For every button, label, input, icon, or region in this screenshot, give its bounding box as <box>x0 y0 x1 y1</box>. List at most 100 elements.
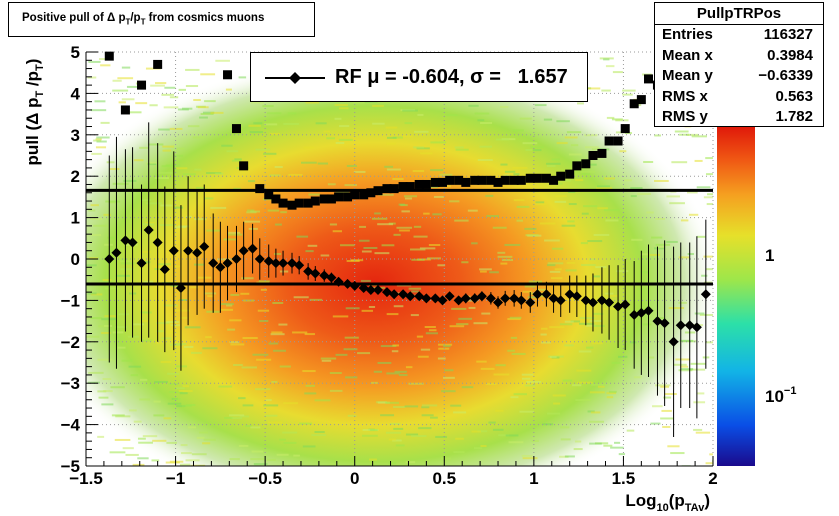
heatmap-speck <box>637 288 644 291</box>
heatmap-speck <box>512 166 528 169</box>
heatmap-speck <box>203 438 216 441</box>
heatmap-speck <box>423 212 430 215</box>
heatmap-speck <box>238 397 246 400</box>
heatmap-speck <box>250 458 265 461</box>
sigma-point <box>382 184 392 194</box>
heatmap-speck <box>202 347 218 350</box>
heatmap-speck <box>270 333 285 336</box>
heatmap-speck <box>480 445 487 448</box>
heatmap-speck <box>109 451 126 454</box>
heatmap-speck <box>564 320 574 323</box>
heatmap-speck <box>280 211 287 214</box>
mean-point <box>476 291 487 302</box>
heatmap-speck <box>259 319 269 322</box>
heatmap-speck <box>655 384 671 387</box>
heatmap-speck <box>597 207 608 210</box>
heatmap-speck <box>619 150 627 153</box>
heatmap-speck <box>622 89 636 92</box>
heatmap-speck <box>372 104 384 107</box>
heatmap-speck <box>522 457 538 460</box>
heatmap-speck <box>501 259 514 262</box>
chart-title: Positive pull of Δ pT/pT from cosmics mu… <box>22 12 265 27</box>
heatmap-speck <box>240 292 250 295</box>
heatmap-speck <box>303 146 314 149</box>
heatmap-speck <box>188 426 197 429</box>
heatmap-speck <box>250 426 261 429</box>
heatmap-speck <box>473 322 488 325</box>
heatmap-speck <box>221 144 233 147</box>
heatmap-speck <box>199 431 209 434</box>
heatmap-speck <box>369 458 377 461</box>
heatmap-speck <box>157 171 173 174</box>
heatmap-speck <box>238 444 249 447</box>
sigma-point <box>310 196 320 206</box>
heatmap-speck <box>120 262 135 265</box>
heatmap-speck <box>522 290 533 293</box>
heatmap-speck <box>152 439 167 442</box>
heatmap-speck <box>507 349 515 352</box>
sigma-point <box>303 198 313 208</box>
heatmap-speck <box>176 147 185 150</box>
mean-point <box>349 280 360 291</box>
heatmap-speck <box>179 298 188 301</box>
heatmap-speck <box>504 170 516 173</box>
heatmap-speck <box>468 306 476 309</box>
heatmap-speck <box>184 345 194 348</box>
heatmap-speck <box>229 319 242 322</box>
heatmap-speck <box>430 416 438 419</box>
heatmap-speck <box>142 320 149 323</box>
mean-point <box>365 285 376 296</box>
heatmap-speck <box>315 122 327 125</box>
heatmap-speck <box>690 368 706 371</box>
heatmap-speck <box>392 406 406 409</box>
heatmap-speck <box>411 290 419 293</box>
mean-point <box>564 289 575 300</box>
heatmap-speck <box>378 193 394 196</box>
mean-point <box>287 258 298 269</box>
heatmap-speck <box>679 365 689 368</box>
heatmap-speck <box>586 346 594 349</box>
heatmap-speck <box>706 173 713 176</box>
heatmap-speck <box>705 157 713 160</box>
heatmap-speck <box>167 331 179 334</box>
heatmap-speck <box>394 370 407 373</box>
heatmap-speck <box>543 118 553 121</box>
heatmap-speck <box>87 76 97 79</box>
heatmap-speck <box>703 196 713 199</box>
heatmap-speck <box>542 423 554 426</box>
heatmap-speck <box>156 322 170 325</box>
sigma-point <box>239 161 249 171</box>
heatmap-speck <box>269 132 280 135</box>
mean-point <box>469 293 480 304</box>
heatmap-speck <box>166 321 180 324</box>
heatmap-speck <box>412 170 425 173</box>
heatmap-speck <box>637 192 652 195</box>
sigma-point <box>350 190 360 200</box>
heatmap-speck <box>344 184 357 187</box>
heatmap-speck <box>572 384 582 387</box>
x-tick-label: 1 <box>529 469 538 488</box>
mean-point <box>613 301 624 312</box>
heatmap-speck <box>226 150 239 153</box>
heatmap-speck <box>267 421 283 424</box>
sigma-point <box>389 184 399 194</box>
heatmap-speck <box>190 464 206 466</box>
mean-point <box>580 295 591 306</box>
heatmap-speck <box>97 390 107 393</box>
heatmap-speck <box>150 84 165 87</box>
heatmap-speck <box>121 66 131 69</box>
heatmap-speck <box>534 104 547 107</box>
sigma-point <box>541 173 551 183</box>
heatmap-speck <box>166 441 177 444</box>
mean-point <box>453 295 464 306</box>
y-tick-label: 1 <box>71 209 80 228</box>
heatmap-speck <box>678 256 690 259</box>
heatmap-speck <box>612 71 623 74</box>
heatmap-speck <box>89 257 99 260</box>
mean-point <box>381 287 392 298</box>
heatmap-speck <box>151 265 167 268</box>
heatmap-speck <box>344 376 358 379</box>
heatmap-speck <box>509 316 522 319</box>
heatmap-speck <box>413 146 425 149</box>
heatmap-speck <box>329 463 338 466</box>
